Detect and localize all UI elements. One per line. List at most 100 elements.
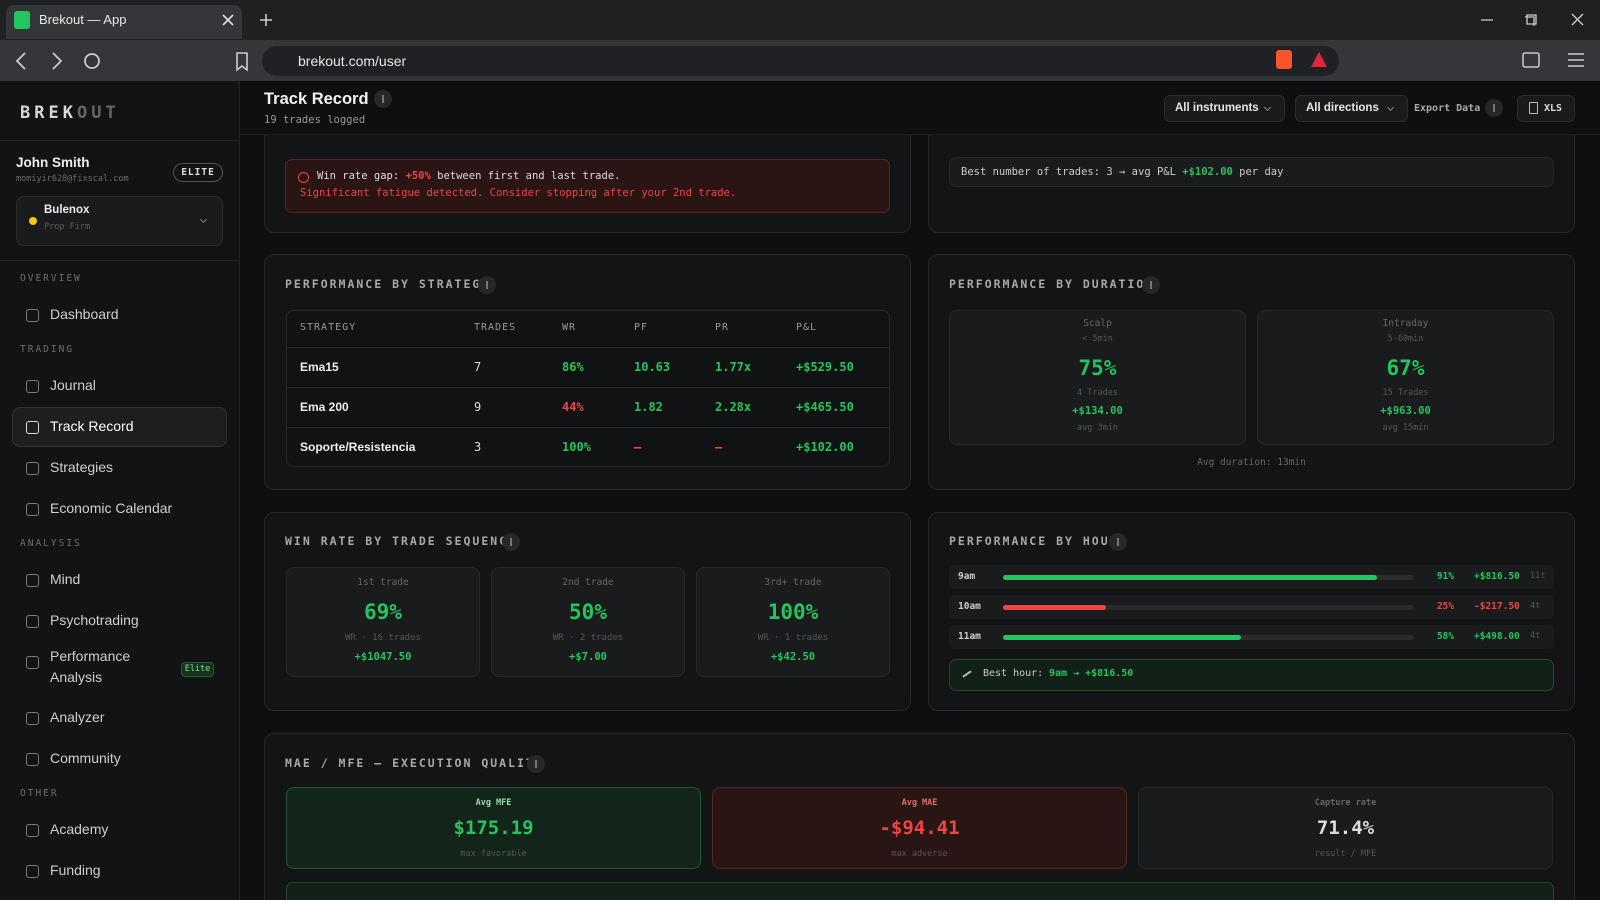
nav-icon <box>26 615 39 628</box>
nav-item[interactable]: Academy <box>50 821 109 837</box>
hour-pnl: +$816.50 <box>1474 571 1520 582</box>
browser-menu[interactable] <box>1522 50 1586 70</box>
duration-footer: Avg duration: 13min <box>1197 457 1306 468</box>
metric-card <box>1138 787 1553 869</box>
nav-item[interactable]: Performance Analysis <box>50 648 131 685</box>
filter-select[interactable] <box>1164 95 1285 122</box>
card-title: PERFORMANCE BY HOUR <box>949 534 1119 548</box>
info-icon[interactable] <box>1142 276 1160 294</box>
nav-item[interactable]: Journal <box>50 377 96 393</box>
brave-icon[interactable] <box>1276 50 1292 69</box>
best-text: Best number of trades: 3 → avg P&L <box>961 166 1183 178</box>
url: brekout.com/user <box>298 53 407 69</box>
metric-label: Capture rate <box>1314 798 1377 808</box>
nav-icon <box>26 503 39 516</box>
user-name: John Smith <box>16 155 90 170</box>
hour-win-rate: 25% <box>1436 601 1454 612</box>
nav-item[interactable]: Strategies <box>50 459 114 475</box>
info-icon[interactable] <box>478 276 496 294</box>
new-tab[interactable] <box>259 13 273 27</box>
sequence-name: 2nd trade <box>562 577 614 588</box>
duration-win-rate: 75% <box>1078 356 1117 380</box>
column-header: WR <box>562 322 577 333</box>
duration-name: Scalp <box>1083 318 1112 329</box>
nav-icon <box>26 865 39 878</box>
nav-item[interactable]: Psychotrading <box>50 612 139 628</box>
nav-icon <box>26 380 39 393</box>
sequence-name: 3rd+ trade <box>764 577 822 588</box>
alert-box <box>285 159 890 213</box>
duration-card <box>1257 310 1554 445</box>
sequence-detail: WR · 16 trades <box>345 633 421 643</box>
alert-icon <box>298 172 309 183</box>
tab-close[interactable] <box>222 14 234 26</box>
best-trades: Best number of trades: 3 → avg P&L +$102… <box>961 166 1283 178</box>
logo-strong: BREK <box>20 103 77 123</box>
info-icon[interactable] <box>527 755 545 773</box>
nav-item[interactable]: Mind <box>50 571 81 587</box>
info-icon[interactable] <box>502 533 520 551</box>
alert-text: between first and last trade. <box>430 170 621 182</box>
nav-item[interactable]: Dashboard <box>50 306 119 322</box>
filter-label: All instruments <box>1175 102 1259 114</box>
sequence-win-rate: 100% <box>767 600 819 624</box>
nav-item[interactable]: Funding <box>50 862 101 878</box>
hour-bar <box>1003 635 1242 640</box>
hour-track <box>1003 605 1414 610</box>
table-cell: — <box>715 440 723 454</box>
metric-caption: max favorable <box>460 849 527 859</box>
rewards-icon[interactable] <box>1310 51 1328 69</box>
window-controls[interactable] <box>1478 10 1588 30</box>
page-subtitle: 19 trades logged <box>264 114 366 126</box>
logo-dim: OUT <box>76 103 120 123</box>
main-content: Win rate gap: +50% between first and las… <box>240 81 1600 900</box>
account-switcher[interactable] <box>16 196 223 246</box>
sequence-card <box>286 567 480 677</box>
export-button[interactable] <box>1517 95 1575 122</box>
nav-item[interactable]: Economic Calendar <box>50 500 173 516</box>
info-icon[interactable] <box>1485 99 1503 117</box>
section-label: TRADING <box>20 344 75 355</box>
info-icon[interactable] <box>374 90 392 108</box>
nav-icon <box>26 309 39 322</box>
tab[interactable] <box>6 5 242 39</box>
sequence-win-rate: 69% <box>364 600 402 624</box>
nav-buttons[interactable] <box>12 50 252 72</box>
sequence-name: 1st trade <box>357 577 409 588</box>
duration-pnl: +$963.00 <box>1380 405 1431 417</box>
metric-caption: result / MFE <box>1314 849 1377 859</box>
nav-item[interactable]: Analyzer <box>50 709 105 725</box>
info-icon[interactable] <box>1109 533 1127 551</box>
best-value: +$102.00 <box>1182 166 1233 178</box>
table-cell: +$529.50 <box>796 360 854 374</box>
export-button-label: XLS <box>1544 103 1563 114</box>
nav-item[interactable]: Community <box>50 750 121 766</box>
duration-trades: 4 Trades <box>1077 388 1118 398</box>
hour-win-rate: 58% <box>1436 631 1454 642</box>
section-label: OTHER <box>20 788 59 799</box>
address-bar[interactable] <box>262 46 1339 76</box>
card-title: PERFORMANCE BY DURATION <box>949 277 1155 291</box>
duration-pnl: +$134.00 <box>1072 405 1123 417</box>
column-header: PF <box>634 322 649 333</box>
nav-icon <box>26 712 39 725</box>
duration-win-rate: 67% <box>1386 356 1425 380</box>
export-label: Export Data <box>1414 103 1481 114</box>
sequence-pnl: +$42.50 <box>770 651 816 663</box>
metric-value: $175.19 <box>453 817 534 839</box>
divider <box>0 140 239 141</box>
alert-warning: Significant fatigue detected. Consider s… <box>300 187 737 199</box>
nav-badge: Elite <box>181 662 214 677</box>
nav-icon <box>26 574 39 587</box>
favicon <box>14 11 30 29</box>
table-cell: 3 <box>474 440 482 454</box>
logo: BREKOUT <box>20 103 120 123</box>
sequence-pnl: +$7.00 <box>569 651 607 663</box>
filter-select[interactable] <box>1295 95 1408 122</box>
insight-strip <box>286 882 1554 900</box>
nav-item[interactable]: Track Record <box>50 418 134 434</box>
nav-icon <box>26 824 39 837</box>
best-hour-value: 9am → +$816.50 <box>1049 668 1134 679</box>
user-email: momiyir628@fixscal.com <box>16 174 129 184</box>
sequence-card <box>696 567 890 677</box>
